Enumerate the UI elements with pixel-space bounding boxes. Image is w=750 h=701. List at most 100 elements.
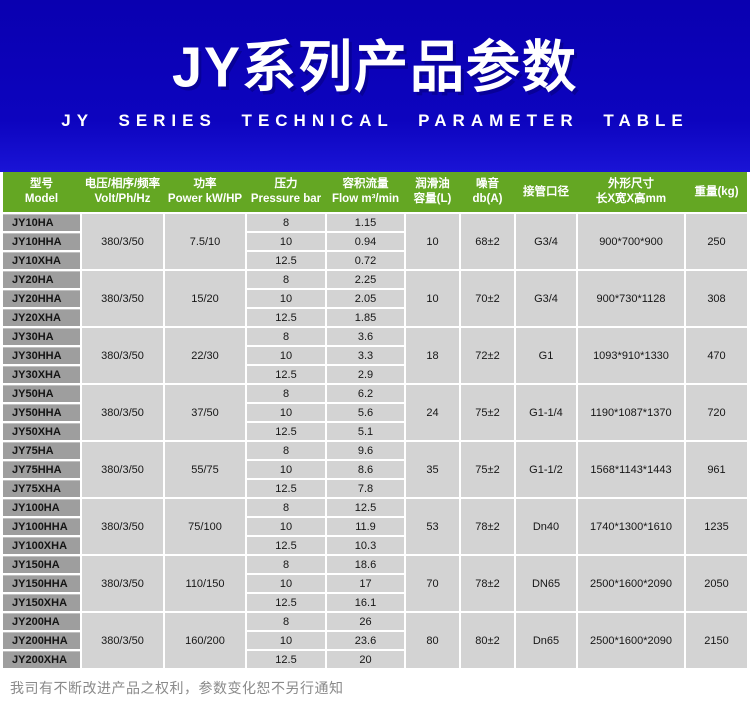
- model-cell: JY200HA: [3, 613, 80, 630]
- column-header-en: db(A): [472, 193, 503, 205]
- noise-cell: 75±2: [461, 442, 514, 497]
- weight-cell: 2150: [686, 613, 747, 668]
- table-header-row: 型号 Model 电压/相序/频率 Volt/Ph/Hz 功率 Power kW/HP 压力…: [3, 172, 747, 212]
- flow-cell: 2.05: [327, 290, 404, 307]
- flow-cell: 6.2: [327, 385, 404, 402]
- pressure-cell: 8: [247, 214, 325, 231]
- pipe-diameter-cell: G3/4: [516, 271, 576, 326]
- volt-cell: 380/3/50: [82, 442, 163, 497]
- pressure-cell: 12.5: [247, 480, 325, 497]
- column-header-zh: 润滑油: [415, 178, 450, 190]
- table-body: JY10HA 380/3/50 7.5/10 8 1.15 10 68±2 G3/4 900*7…: [3, 214, 747, 668]
- pressure-cell: 8: [247, 328, 325, 345]
- column-header-en: Flow m³/min: [331, 193, 400, 205]
- power-cell: 55/75: [165, 442, 245, 497]
- dimensions-cell: 1093*910*1330: [578, 328, 684, 383]
- model-cell: JY10HA: [3, 214, 80, 231]
- pressure-cell: 10: [247, 518, 325, 535]
- flow-cell: 5.1: [327, 423, 404, 440]
- flow-cell: 1.85: [327, 309, 404, 326]
- flow-cell: 10.3: [327, 537, 404, 554]
- model-cell: JY200XHA: [3, 651, 80, 668]
- pressure-cell: 10: [247, 347, 325, 364]
- power-cell: 110/150: [165, 556, 245, 611]
- model-cell: JY50XHA: [3, 423, 80, 440]
- flow-cell: 3.3: [327, 347, 404, 364]
- pressure-cell: 12.5: [247, 423, 325, 440]
- pipe-diameter-cell: G1-1/2: [516, 442, 576, 497]
- pipe-diameter-cell: Dn65: [516, 613, 576, 668]
- weight-cell: 308: [686, 271, 747, 326]
- flow-cell: 17: [327, 575, 404, 592]
- model-cell: JY150HHA: [3, 575, 80, 592]
- power-cell: 160/200: [165, 613, 245, 668]
- column-header-en: Model: [24, 193, 59, 205]
- column-header-5: 润滑油 容量(L): [406, 177, 459, 207]
- volt-cell: 380/3/50: [82, 328, 163, 383]
- weight-cell: 2050: [686, 556, 747, 611]
- oil-capacity-cell: 53: [406, 499, 459, 554]
- weight-cell: 961: [686, 442, 747, 497]
- column-header-en: Volt/Ph/Hz: [94, 193, 151, 205]
- column-header-4: 容积流量 Flow m³/min: [327, 177, 404, 207]
- noise-cell: 78±2: [461, 499, 514, 554]
- column-header-en: Power kW/HP: [167, 193, 243, 205]
- flow-cell: 16.1: [327, 594, 404, 611]
- model-cell: JY50HHA: [3, 404, 80, 421]
- pressure-cell: 10: [247, 404, 325, 421]
- flow-cell: 0.94: [327, 233, 404, 250]
- noise-cell: 80±2: [461, 613, 514, 668]
- flow-cell: 18.6: [327, 556, 404, 573]
- power-cell: 75/100: [165, 499, 245, 554]
- model-cell: JY20HHA: [3, 290, 80, 307]
- column-header-1: 电压/相序/频率 Volt/Ph/Hz: [82, 177, 163, 207]
- weight-cell: 250: [686, 214, 747, 269]
- column-header-zh: 外形尺寸: [608, 178, 654, 190]
- volt-cell: 380/3/50: [82, 556, 163, 611]
- flow-cell: 20: [327, 651, 404, 668]
- volt-cell: 380/3/50: [82, 385, 163, 440]
- model-cell: JY20XHA: [3, 309, 80, 326]
- power-cell: 37/50: [165, 385, 245, 440]
- model-cell: JY30HHA: [3, 347, 80, 364]
- column-header-zh: 噪音: [476, 178, 499, 190]
- flow-cell: 11.9: [327, 518, 404, 535]
- pipe-diameter-cell: Dn40: [516, 499, 576, 554]
- noise-cell: 78±2: [461, 556, 514, 611]
- oil-capacity-cell: 35: [406, 442, 459, 497]
- column-header-6: 噪音 db(A): [461, 177, 514, 207]
- oil-capacity-cell: 10: [406, 271, 459, 326]
- pressure-cell: 8: [247, 613, 325, 630]
- column-header-zh: 重量(kg): [694, 185, 739, 198]
- disclaimer-note: 我司有不断改进产品之权利，参数变化恕不另行通知: [10, 680, 344, 696]
- flow-cell: 23.6: [327, 632, 404, 649]
- oil-capacity-cell: 80: [406, 613, 459, 668]
- model-cell: JY10HHA: [3, 233, 80, 250]
- dimensions-cell: 900*730*1128: [578, 271, 684, 326]
- column-header-zh: 型号: [30, 178, 53, 190]
- flow-cell: 1.15: [327, 214, 404, 231]
- pipe-diameter-cell: G1: [516, 328, 576, 383]
- page-subtitle: JY SERIES TECHNICAL PARAMETER TABLE: [61, 111, 689, 130]
- model-cell: JY50HA: [3, 385, 80, 402]
- column-header-en: 长X宽X高mm: [595, 193, 667, 205]
- pressure-cell: 12.5: [247, 309, 325, 326]
- pressure-cell: 8: [247, 385, 325, 402]
- column-header-3: 压力 Pressure bar: [247, 177, 325, 207]
- pressure-cell: 8: [247, 499, 325, 516]
- flow-cell: 26: [327, 613, 404, 630]
- power-cell: 15/20: [165, 271, 245, 326]
- column-header-zh: 功率: [193, 178, 217, 190]
- pressure-cell: 10: [247, 461, 325, 478]
- banner: JY系列产品参数 JY SERIES TECHNICAL PARAMETER T…: [0, 0, 750, 172]
- pressure-cell: 12.5: [247, 594, 325, 611]
- pressure-cell: 10: [247, 233, 325, 250]
- model-cell: JY75HA: [3, 442, 80, 459]
- parameter-table: 型号 Model 电压/相序/频率 Volt/Ph/Hz 功率 Power kW/HP 压力…: [0, 172, 750, 668]
- pressure-cell: 10: [247, 290, 325, 307]
- noise-cell: 75±2: [461, 385, 514, 440]
- flow-cell: 12.5: [327, 499, 404, 516]
- flow-cell: 2.25: [327, 271, 404, 288]
- model-cell: JY75XHA: [3, 480, 80, 497]
- pressure-cell: 10: [247, 632, 325, 649]
